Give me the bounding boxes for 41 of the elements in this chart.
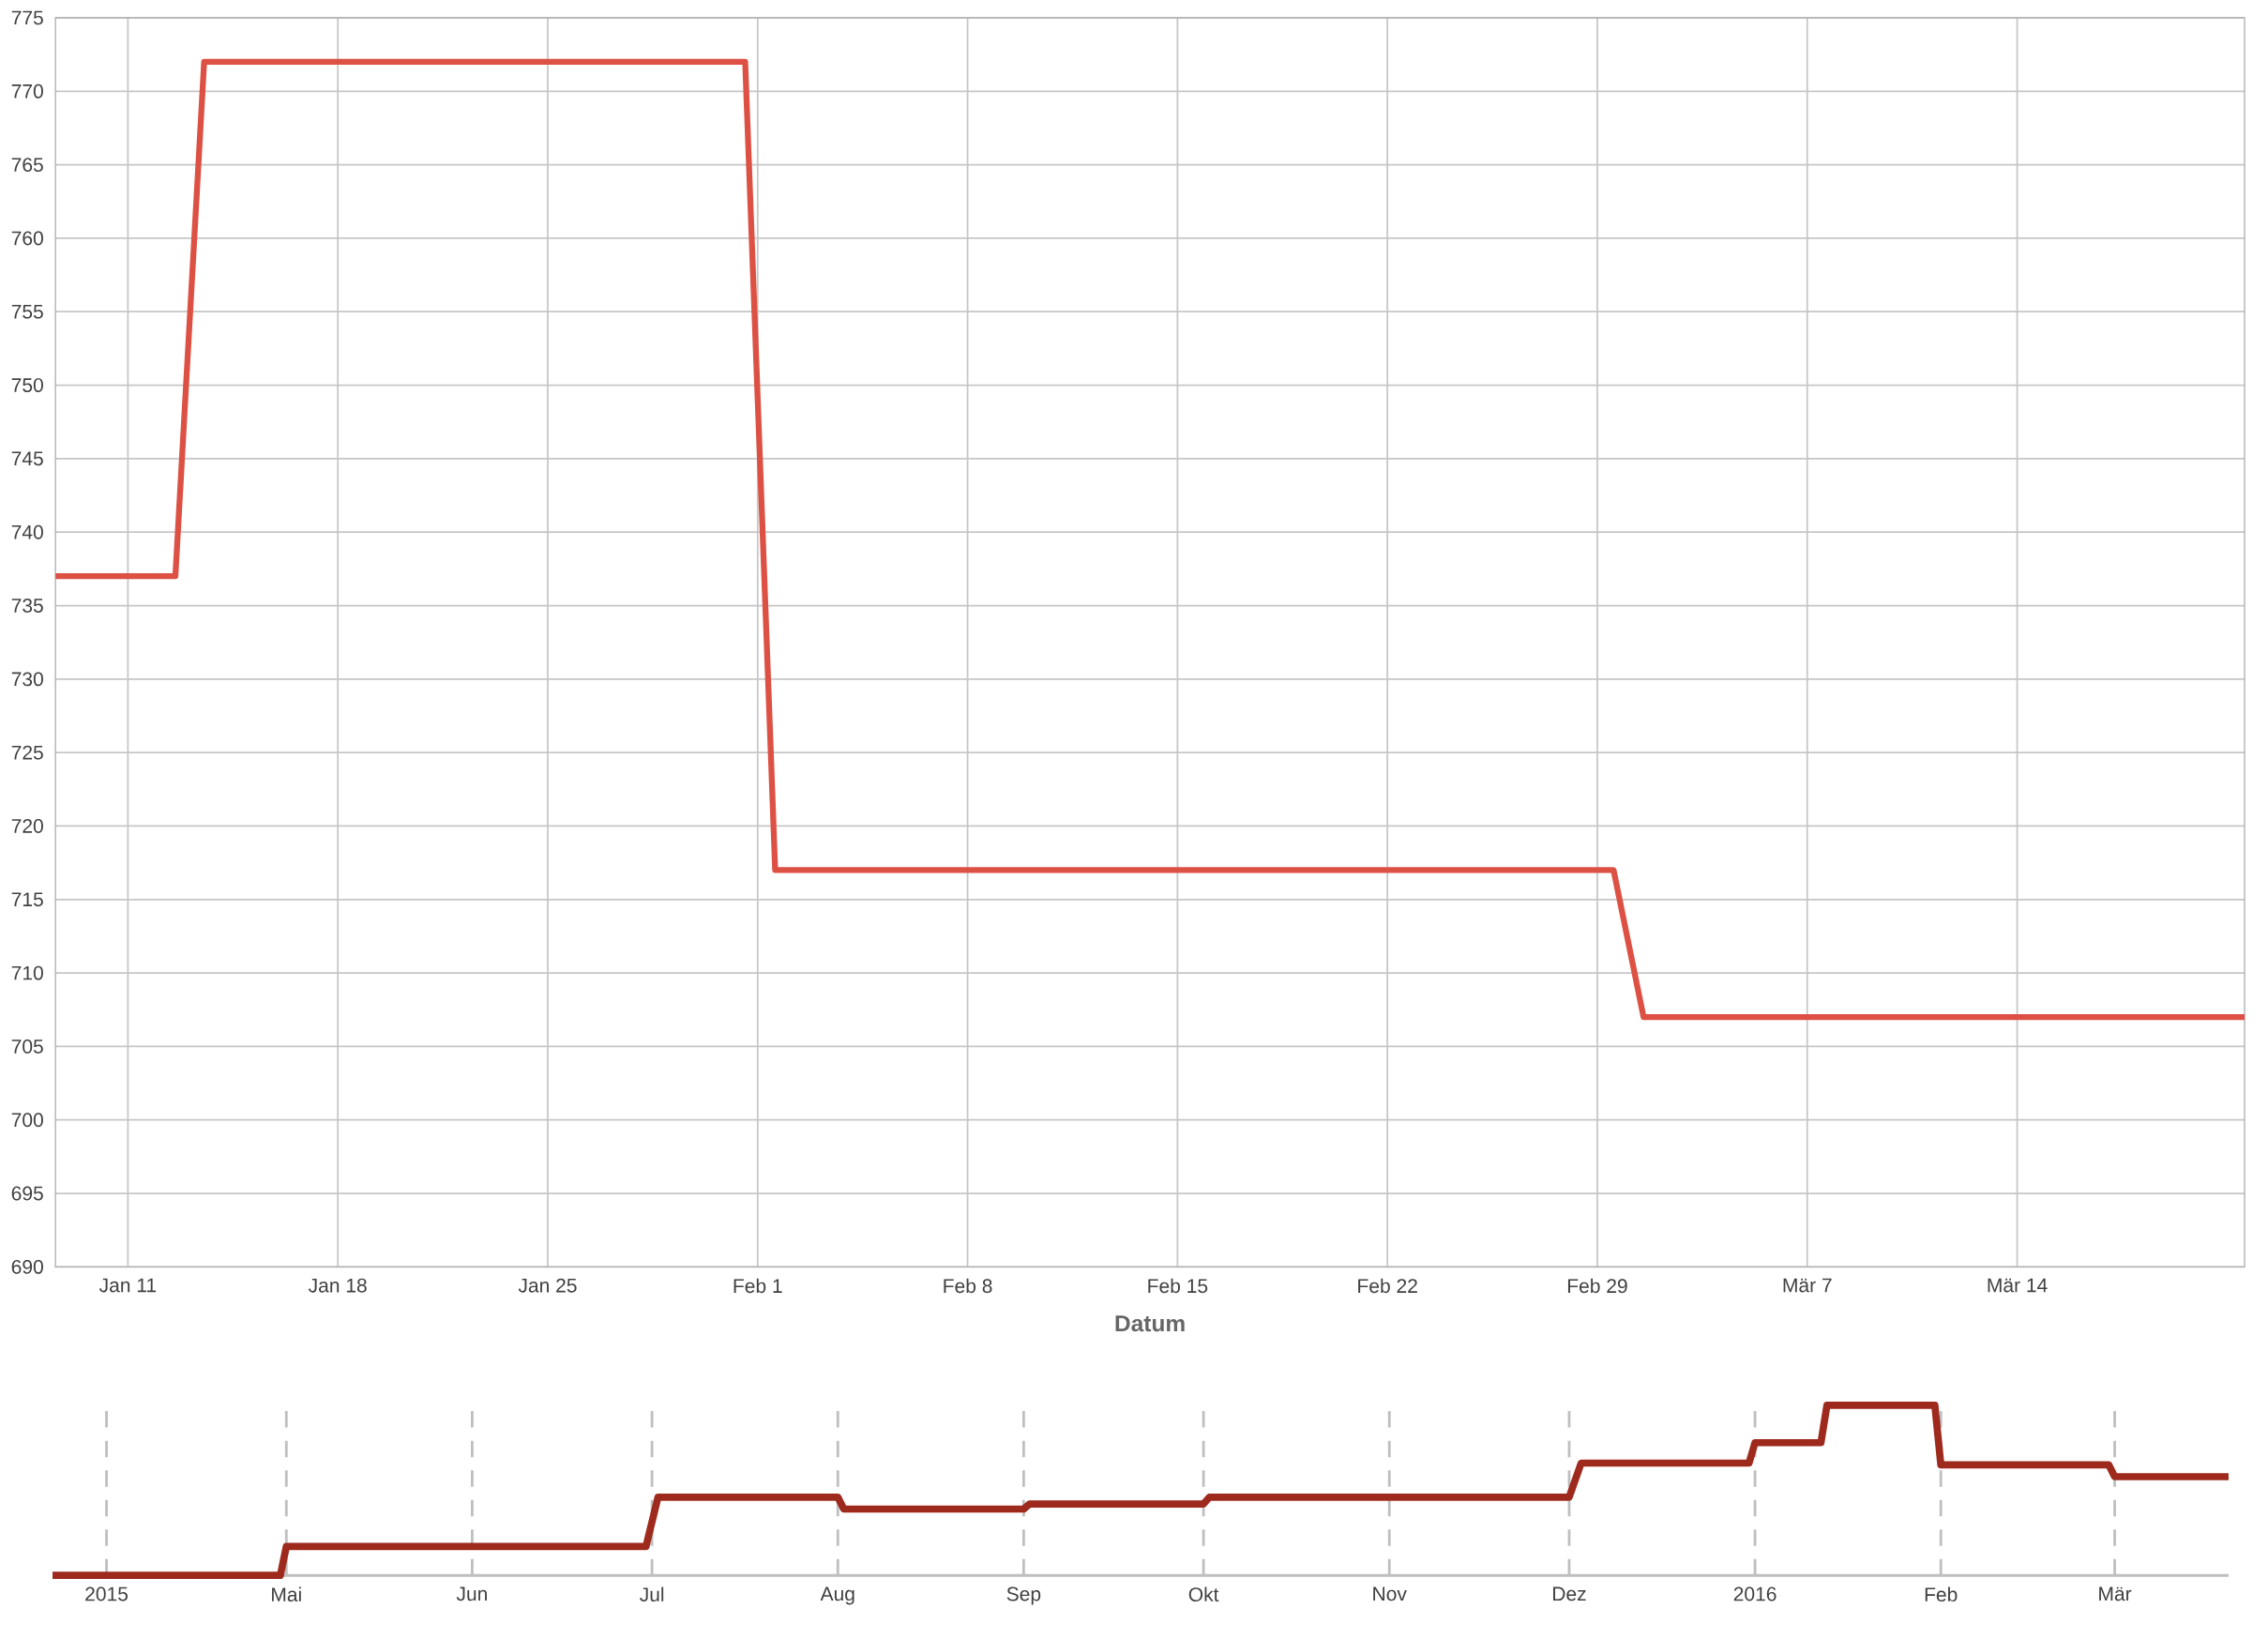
y-tick-label: 695: [11, 1186, 43, 1201]
x-tick-label: Feb: [1925, 1586, 1958, 1602]
x-tick-label: Jun: [456, 1586, 487, 1601]
x-axis-title: Datum: [1115, 1315, 1185, 1332]
x-tick-label: Feb 29: [1567, 1278, 1627, 1294]
x-tick-label: Feb 22: [1358, 1278, 1417, 1294]
y-tick-label: 720: [11, 819, 43, 833]
x-tick-label: Aug: [820, 1586, 854, 1605]
y-tick-label: 725: [11, 745, 43, 760]
y-tick-label: 700: [11, 1113, 43, 1128]
x-tick-label: Okt: [1188, 1586, 1219, 1602]
y-tick-label: 770: [11, 83, 43, 99]
x-tick-label: Sep: [1006, 1586, 1041, 1605]
x-tick-label: Feb 15: [1148, 1278, 1208, 1294]
y-tick-label: 710: [11, 965, 43, 980]
x-tick-label: Jul: [640, 1586, 664, 1602]
x-tick-label: Mai: [272, 1586, 301, 1602]
x-tick-label: Jan 25: [518, 1278, 577, 1293]
y-tick-label: 740: [11, 524, 43, 539]
x-tick-label: Mär 7: [1783, 1278, 1832, 1293]
x-tick-label: 2015: [85, 1586, 129, 1601]
y-tick-label: 745: [11, 451, 43, 466]
y-tick-label: 690: [11, 1259, 43, 1274]
y-tick-label: 735: [11, 599, 43, 613]
x-tick-label: Nov: [1373, 1586, 1407, 1601]
x-tick-label: Feb 8: [944, 1278, 992, 1294]
y-tick-label: 775: [11, 10, 43, 25]
y-tick-label: 750: [11, 378, 43, 393]
y-tick-label: 760: [11, 231, 43, 246]
x-tick-label: Mär 14: [1988, 1278, 2048, 1293]
x-tick-label: Jan 18: [308, 1278, 367, 1293]
x-tick-label: Dez: [1552, 1586, 1586, 1601]
x-tick-label: Mär: [2099, 1586, 2132, 1601]
x-tick-label: Feb 1: [733, 1278, 782, 1294]
y-tick-label: 730: [11, 672, 43, 687]
y-tick-label: 715: [11, 892, 43, 907]
x-tick-label: 2016: [1733, 1586, 1777, 1601]
x-tick-label: Jan 11: [98, 1278, 157, 1293]
y-tick-label: 755: [11, 304, 43, 319]
y-tick-label: 705: [11, 1039, 43, 1054]
y-tick-label: 765: [11, 158, 43, 173]
